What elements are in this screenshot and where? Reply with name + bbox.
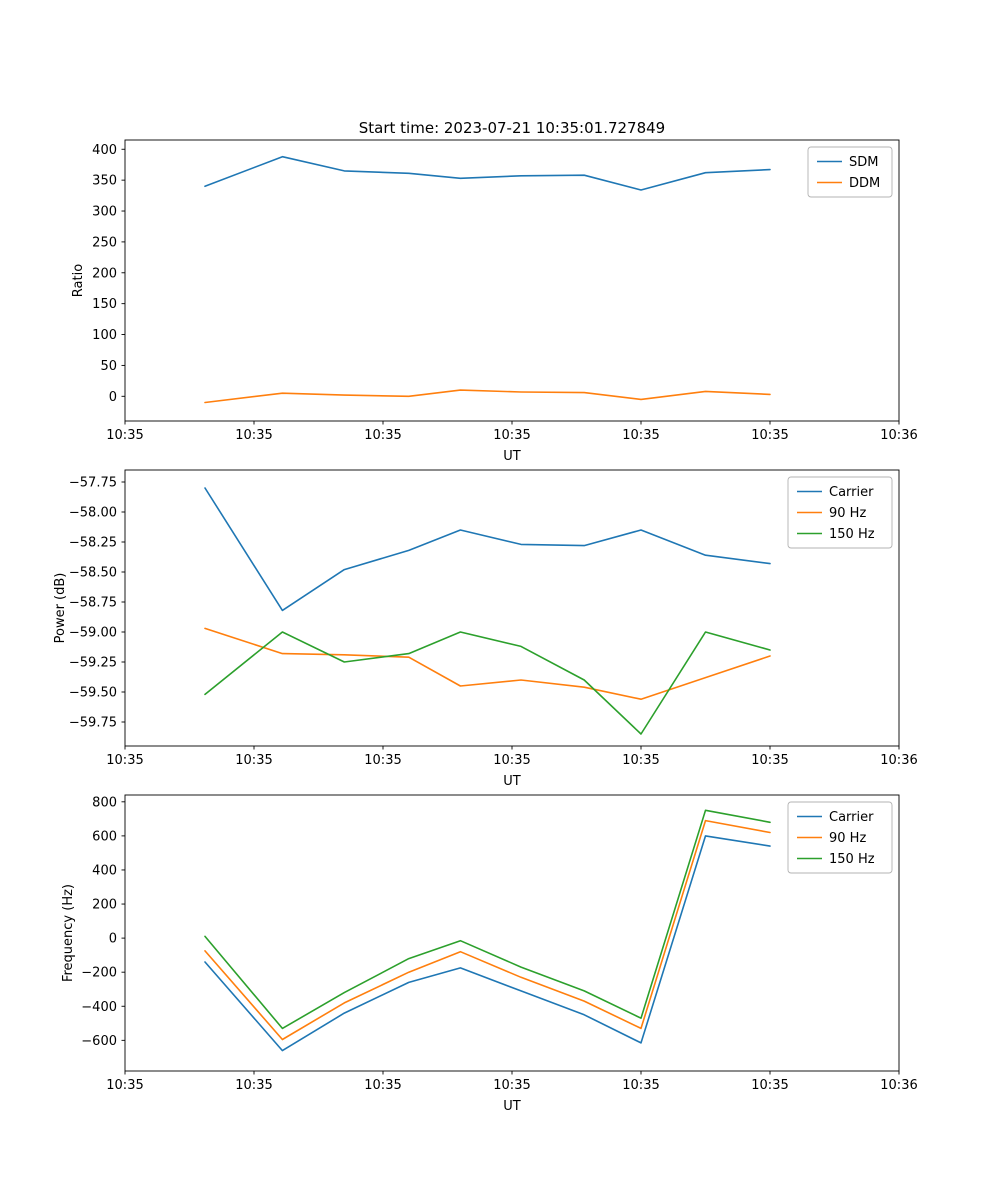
x-axis-label: UT — [503, 449, 521, 464]
series-line-90-hz — [204, 627, 771, 701]
y-axis-label: Ratio — [71, 264, 86, 297]
y-tick-label: −600 — [81, 1034, 117, 1049]
y-tick-label: −200 — [81, 966, 117, 981]
legend-box — [787, 476, 893, 549]
y-tick-label: 400 — [92, 143, 117, 158]
x-tick-label: 10:35 — [493, 753, 530, 768]
y-tick-label: 600 — [92, 829, 117, 844]
y-tick-label: −59.75 — [69, 716, 117, 731]
y-tick-label: 0 — [109, 390, 117, 405]
y-tick-label: 350 — [92, 174, 117, 189]
x-tick-label: 10:35 — [751, 428, 788, 443]
x-tick-label: 10:35 — [493, 428, 530, 443]
x-tick-label: 10:36 — [880, 1078, 917, 1093]
y-tick-label: −58.75 — [69, 596, 117, 611]
y-axis-label: Power (dB) — [53, 573, 68, 644]
legend-label-sdm: SDM — [849, 155, 878, 170]
legend: Carrier 90 Hz 150 Hz — [787, 801, 893, 874]
series-line-carrier — [204, 487, 771, 612]
x-tick-label: 10:35 — [622, 1078, 659, 1093]
series-line-90-hz — [204, 819, 771, 1041]
legend-box — [807, 146, 893, 198]
series-line-150-hz — [204, 809, 771, 1030]
ratio-chart: 10:35 10:35 10:35 10:35 10:35 10:35 10:36 0 50 10… — [71, 139, 918, 464]
y-tick-label: −59.50 — [69, 686, 117, 701]
y-tick-label: 200 — [92, 266, 117, 281]
y-tick-label: 250 — [92, 235, 117, 250]
legend: SDM DDM — [807, 146, 893, 198]
y-tick-label: 150 — [92, 297, 117, 312]
y-tick-label: 0 — [109, 932, 117, 947]
frequency-chart: 10:35 10:35 10:35 10:35 10:35 10:35 10:36 −600 −… — [61, 794, 918, 1114]
series-line-150-hz — [204, 631, 771, 735]
y-axis-label: Frequency (Hz) — [61, 884, 76, 982]
figure-title: Start time: 2023-07-21 10:35:01.727849 — [358, 119, 666, 137]
axes-frame — [124, 794, 900, 1072]
axes-frame — [124, 139, 900, 422]
y-tick-label: −58.25 — [69, 536, 117, 551]
series-line-carrier — [204, 835, 771, 1052]
y-tick-label: −58.50 — [69, 566, 117, 581]
y-tick-label: 300 — [92, 205, 117, 220]
y-tick-label: 800 — [92, 795, 117, 810]
power-chart: 10:35 10:35 10:35 10:35 10:35 10:35 10:36 −59.7… — [53, 469, 918, 789]
x-tick-label: 10:35 — [106, 428, 143, 443]
x-tick-label: 10:35 — [364, 1078, 401, 1093]
axes-frame — [124, 469, 900, 747]
x-tick-label: 10:35 — [751, 753, 788, 768]
legend-label-carrier: Carrier — [829, 810, 874, 825]
x-tick-label: 10:35 — [622, 753, 659, 768]
x-tick-label: 10:36 — [880, 753, 917, 768]
y-tick-label: 400 — [92, 863, 117, 878]
x-axis-label: UT — [503, 1099, 521, 1114]
x-tick-label: 10:36 — [880, 428, 917, 443]
y-tick-label: 100 — [92, 328, 117, 343]
x-tick-label: 10:35 — [364, 428, 401, 443]
x-tick-label: 10:35 — [235, 753, 272, 768]
y-tick-label: −59.25 — [69, 656, 117, 671]
y-tick-label: −58.00 — [69, 506, 117, 521]
series-line-sdm — [204, 155, 771, 191]
y-tick-label: −400 — [81, 1000, 117, 1015]
x-tick-label: 10:35 — [364, 753, 401, 768]
y-tick-label: 200 — [92, 898, 117, 913]
legend-label-150-hz: 150 Hz — [829, 527, 875, 542]
y-tick-label: −59.00 — [69, 626, 117, 641]
x-tick-label: 10:35 — [235, 1078, 272, 1093]
x-tick-label: 10:35 — [235, 428, 272, 443]
x-tick-label: 10:35 — [106, 753, 143, 768]
legend-label-90-hz: 90 Hz — [829, 831, 866, 846]
legend-box — [787, 801, 893, 874]
x-tick-label: 10:35 — [493, 1078, 530, 1093]
x-axis-label: UT — [503, 774, 521, 789]
x-tick-label: 10:35 — [622, 428, 659, 443]
legend: Carrier 90 Hz 150 Hz — [787, 476, 893, 549]
legend-label-carrier: Carrier — [829, 485, 874, 500]
x-tick-label: 10:35 — [751, 1078, 788, 1093]
y-tick-label: 50 — [100, 359, 117, 374]
series-line-ddm — [204, 389, 771, 404]
legend-label-90-hz: 90 Hz — [829, 506, 866, 521]
legend-label-ddm: DDM — [849, 176, 880, 191]
y-tick-label: −57.75 — [69, 476, 117, 491]
legend-label-150-hz: 150 Hz — [829, 852, 875, 867]
x-tick-label: 10:35 — [106, 1078, 143, 1093]
